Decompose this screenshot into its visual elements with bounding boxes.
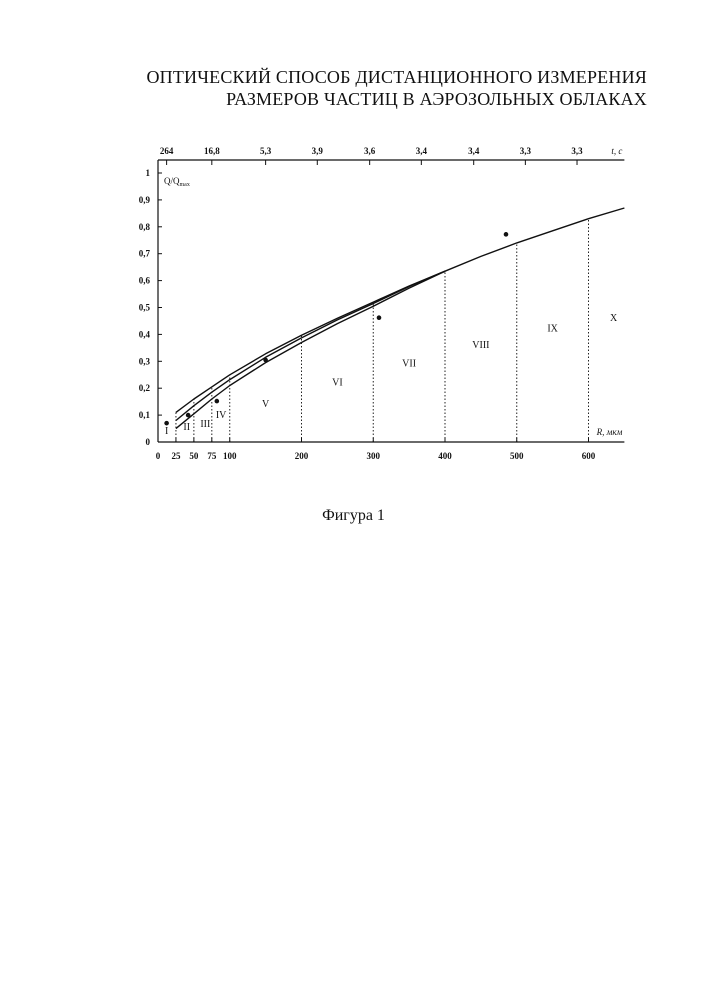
y-tick-label: 0,4 [139,329,151,339]
y-tick-label: 0,6 [139,276,151,286]
chart-curves [176,208,625,429]
y-tick-label: 0,5 [139,303,151,313]
x-tick-label: 500 [510,451,524,461]
zone-label: IX [547,324,558,335]
top-tick-label: 3,3 [520,146,532,156]
top-axis-label: t, c [611,146,622,156]
zone-label: X [610,313,618,324]
x-tick-label: 400 [438,451,452,461]
y-tick-label: 1 [146,168,151,178]
top-tick-label: 3,4 [468,146,480,156]
chart: 0 0,1 0,2 0,3 0,4 0,5 0,6 0,7 0,8 0,9 1 0 25 50 75 100 2… [0,0,707,500]
y-axis-label: Q/Qmax [164,176,190,188]
data-point [377,315,382,320]
top-tick-label: 264 [160,146,174,156]
y-tick-label: 0 [146,437,151,447]
y-tick-label: 0,3 [139,356,151,366]
data-point [215,399,220,404]
x-tick-label: 0 [156,451,161,461]
figure-caption: Фигура 1 [0,507,707,525]
x-tick-label: 75 [207,451,217,461]
zone-label: VI [332,378,343,389]
curve-line-1 [176,208,625,412]
top-tick-label: 5,3 [260,146,272,156]
y-tick-label: 0,8 [139,222,151,232]
x-tick-label: 100 [223,451,237,461]
y-tick-label: 0,9 [139,195,151,205]
y-tick-label: 0,7 [139,249,151,259]
data-point [164,421,169,426]
zone-label: I [165,426,168,437]
chart-axes [158,160,624,442]
zone-label: VIII [472,340,489,351]
top-tick-label: 3,4 [416,146,428,156]
x-tick-label: 50 [189,451,199,461]
y-tick-label: 0,1 [139,410,151,420]
zone-label: II [183,422,190,433]
x-tick-label: 300 [367,451,381,461]
data-point [504,232,509,237]
data-point [186,413,191,418]
top-tick-label: 16,8 [204,146,220,156]
zone-label: VII [402,359,416,370]
top-tick-label: 3,6 [364,146,376,156]
zone-divider-lines [176,219,589,442]
zone-label: IV [216,410,227,421]
zone-label: III [200,419,210,430]
zone-label: V [262,399,270,410]
data-point [263,358,268,363]
x-tick-label: 200 [295,451,309,461]
curve-line-3 [176,271,445,428]
y-tick-label: 0,2 [139,383,151,393]
curve-line-2 [176,271,445,420]
top-tick-label: 3,9 [312,146,324,156]
top-tick-label: 3,3 [571,146,583,156]
x-tick-label: 600 [582,451,596,461]
x-tick-label: 25 [171,451,181,461]
x-axis-label: R, мкм [596,427,623,437]
